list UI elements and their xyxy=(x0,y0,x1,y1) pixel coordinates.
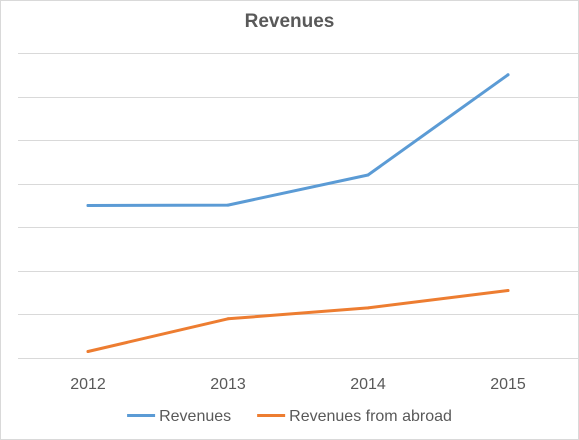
data-point-0-0 xyxy=(86,204,90,207)
x-axis-ticks: 2012 2013 2014 2015 xyxy=(70,376,526,393)
x-tick-label-1: 2013 xyxy=(210,376,246,393)
legend: Revenues Revenues from abroad xyxy=(127,408,452,425)
data-point-0-1 xyxy=(226,203,230,207)
x-tick-label-0: 2012 xyxy=(70,376,106,393)
x-tick-label-2: 2014 xyxy=(350,376,386,393)
legend-label-1: Revenues from abroad xyxy=(289,408,452,425)
data-point-1-1 xyxy=(226,317,230,321)
data-point-1-0 xyxy=(86,350,90,353)
series-line-0 xyxy=(86,73,510,207)
data-point-1-3 xyxy=(506,289,510,292)
x-tick-label-3: 2015 xyxy=(490,376,526,393)
series-line-1 xyxy=(86,289,510,353)
data-point-1-2 xyxy=(366,306,370,310)
data-point-0-3 xyxy=(506,73,510,77)
data-point-0-2 xyxy=(366,173,370,177)
series-lines xyxy=(86,73,510,353)
chart-title: Revenues xyxy=(244,11,335,32)
legend-label-0: Revenues xyxy=(159,408,231,425)
